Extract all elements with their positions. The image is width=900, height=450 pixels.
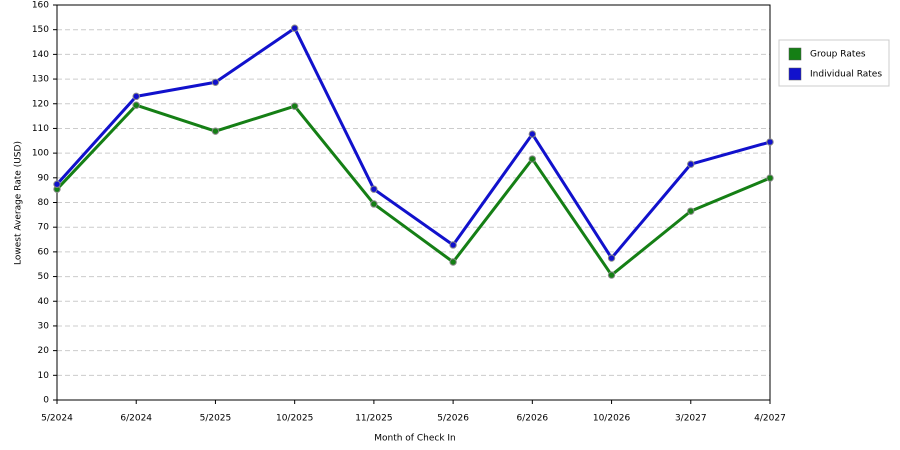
- y-tick-label: 150: [32, 25, 49, 35]
- x-axis-label: Month of Check In: [374, 434, 456, 444]
- x-tick-label: 6/2026: [516, 414, 548, 424]
- x-tick-label: 5/2026: [437, 414, 469, 424]
- legend-swatch: [788, 67, 802, 81]
- y-tick-label: 160: [32, 1, 49, 11]
- x-tick-label: 11/2025: [355, 414, 392, 424]
- series-line: [55, 26, 771, 260]
- x-tick-label: 10/2025: [276, 414, 313, 424]
- y-tick-label: 100: [32, 149, 49, 159]
- x-tick-label: 4/2027: [754, 414, 786, 424]
- point: [132, 92, 140, 101]
- x-tick-label: 3/2027: [675, 414, 707, 424]
- series-line: [55, 103, 771, 277]
- y-tick-label: 70: [38, 223, 50, 233]
- y-tick-label: 110: [32, 124, 49, 134]
- y-tick-label: 90: [38, 173, 50, 183]
- y-tick-label: 50: [38, 272, 50, 282]
- y-tick-label: 0: [43, 396, 49, 406]
- point: [528, 155, 537, 163]
- y-tick-label: 130: [32, 75, 49, 85]
- plot-frame: [56, 4, 771, 401]
- x-tick-label: 6/2024: [120, 414, 152, 424]
- y-tick-label: 120: [32, 99, 49, 109]
- point: [766, 138, 774, 146]
- y-tick-label: 40: [38, 297, 50, 307]
- x-tick-label: 10/2026: [593, 414, 631, 424]
- point: [132, 101, 140, 109]
- point: [687, 207, 695, 215]
- point: [290, 24, 299, 32]
- point: [766, 174, 774, 182]
- x-tick-label: 5/2025: [200, 414, 232, 424]
- point: [607, 271, 616, 279]
- x-tick-label: 5/2024: [41, 414, 73, 424]
- point: [370, 185, 378, 193]
- point: [290, 102, 299, 110]
- y-axis-label: Lowest Average Rate (USD): [14, 141, 24, 265]
- y-tick-label: 20: [38, 346, 50, 356]
- y-tick-label: 80: [38, 198, 50, 208]
- point: [607, 254, 616, 262]
- point: [211, 78, 220, 86]
- point: [449, 258, 457, 266]
- point: [449, 241, 457, 249]
- y-tick-label: 60: [38, 247, 50, 257]
- point: [53, 180, 61, 188]
- legend-swatch: [788, 47, 802, 61]
- point: [211, 127, 220, 135]
- point: [687, 160, 695, 168]
- point: [370, 200, 378, 208]
- y-tick-label: 140: [32, 50, 49, 60]
- y-tick-label: 10: [38, 371, 50, 381]
- y-tick-label: 30: [38, 321, 50, 331]
- legend-label: Group Rates: [810, 50, 866, 60]
- point: [528, 130, 537, 138]
- legend-label: Individual Rates: [810, 70, 882, 80]
